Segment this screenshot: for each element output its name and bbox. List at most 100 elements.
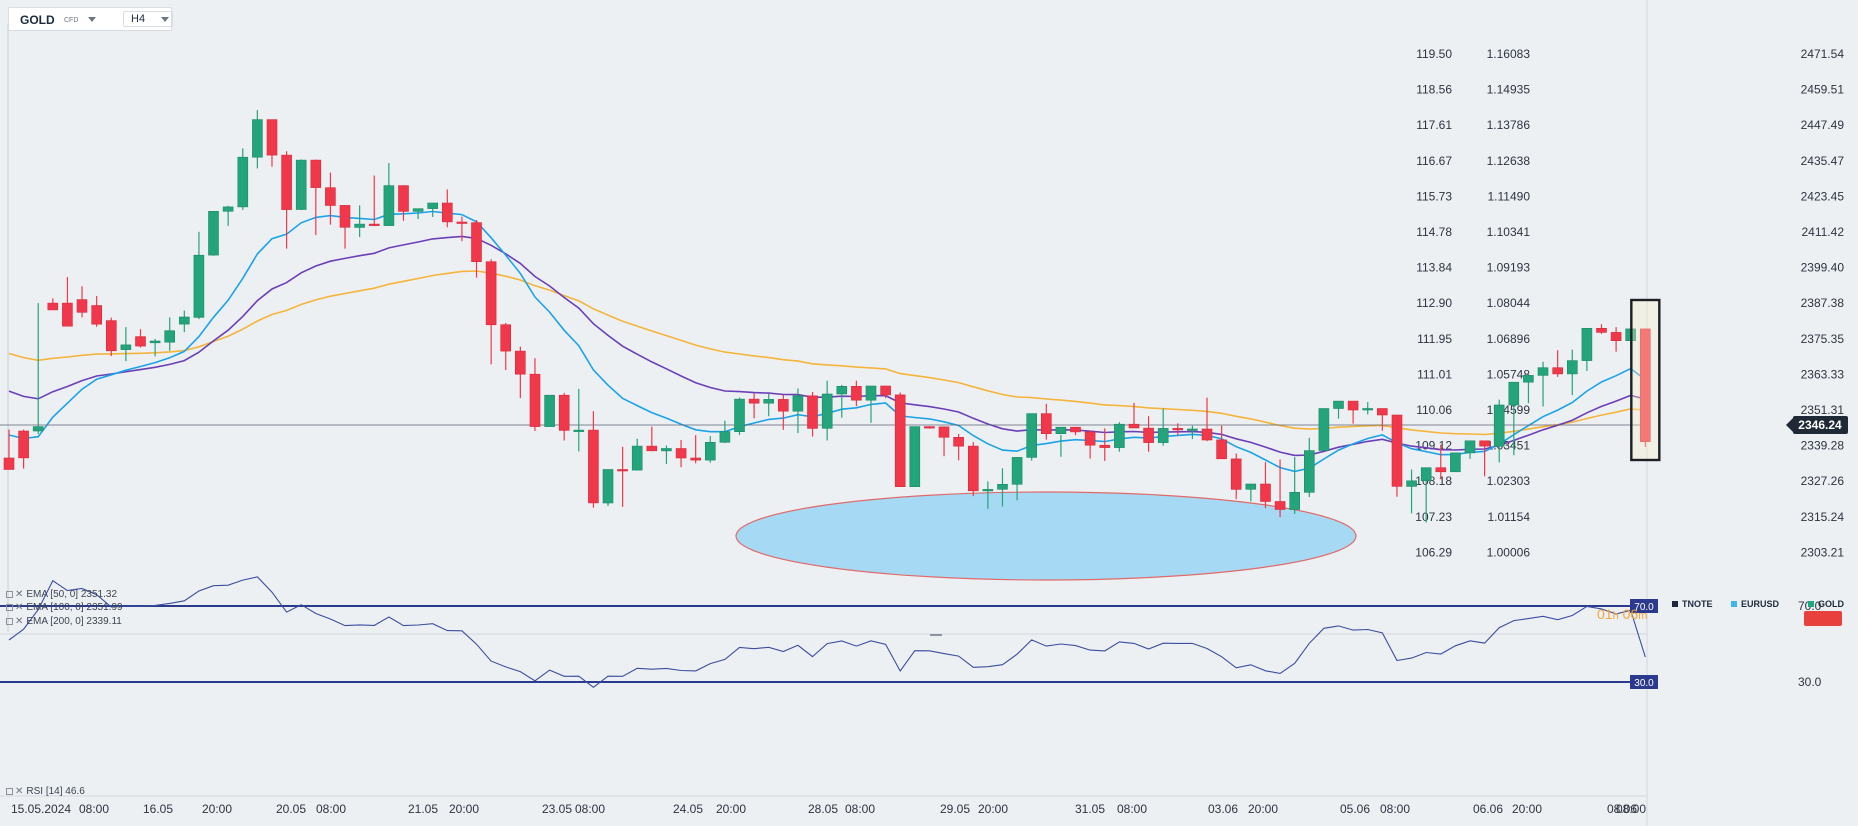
settings-icon[interactable] xyxy=(6,591,13,598)
settings-icon[interactable] xyxy=(6,604,13,611)
ema200-line xyxy=(8,270,1646,436)
candle-body xyxy=(909,426,921,488)
candle-body xyxy=(1333,400,1344,409)
candle-body xyxy=(1581,327,1593,361)
time-axis-label: 20:00 xyxy=(1248,802,1278,816)
candle-body xyxy=(514,350,526,375)
candle-body xyxy=(1479,440,1490,447)
time-axis-label: 15.05.2024 xyxy=(11,802,71,816)
time-axis-label: 16.05 xyxy=(143,802,173,816)
eurusd-axis-label: 1.12638 xyxy=(1487,154,1531,168)
eurusd-axis-label: 1.13786 xyxy=(1487,118,1531,132)
candle-body xyxy=(646,445,658,452)
candle-body xyxy=(1041,413,1052,435)
candle-body xyxy=(339,205,351,228)
indicator-ema100-label: EMA [100, 0] 2351.99 xyxy=(26,602,123,613)
time-axis-label: 23.05 xyxy=(542,802,572,816)
chevron-down-icon[interactable] xyxy=(161,17,169,22)
candle-body xyxy=(821,393,833,429)
gold-axis-label: 2351.31 xyxy=(1801,403,1845,417)
candle-body xyxy=(1450,452,1461,473)
candle-body xyxy=(748,398,760,404)
rsi-level-70-badge-label: 70.0 xyxy=(1634,602,1654,613)
candle-body xyxy=(880,385,891,396)
time-axis-label: 28.05 xyxy=(808,802,838,816)
time-axis-label: 31.05 xyxy=(1075,802,1105,816)
indicator-ema50[interactable]: ✕ EMA [50, 0] 2351.32 xyxy=(6,589,117,600)
candle-body xyxy=(149,340,161,344)
eurusd-axis-label: 1.11490 xyxy=(1488,189,1531,203)
gold-axis-label: 2387.38 xyxy=(1801,296,1845,310)
candle-body xyxy=(281,154,292,210)
candle-body xyxy=(1552,367,1563,375)
candle-body xyxy=(383,185,395,226)
candle-body xyxy=(1114,423,1125,448)
eurusd-axis-label: 1.08044 xyxy=(1487,296,1531,310)
candle-body xyxy=(1377,408,1388,416)
symbol-name: GOLD xyxy=(20,13,55,27)
candle-body xyxy=(967,445,979,492)
time-axis-label: 08:00 xyxy=(845,802,875,816)
candle-body xyxy=(836,385,848,395)
candle-body xyxy=(894,394,906,487)
candle-body xyxy=(106,320,117,352)
close-icon[interactable]: ✕ xyxy=(15,786,24,797)
close-icon[interactable]: ✕ xyxy=(15,589,24,600)
candle-body xyxy=(1099,444,1111,448)
candle-body xyxy=(792,395,804,412)
eurusd-axis-label: 1.05748 xyxy=(1487,367,1531,381)
time-axis-label: 20:00 xyxy=(978,802,1008,816)
candle-body xyxy=(354,223,365,228)
candle-body xyxy=(325,187,336,206)
eurusd-axis-label: 1.04599 xyxy=(1487,403,1531,417)
indicator-rsi-label: RSI [14] 46.6 xyxy=(26,786,85,797)
indicator-ema200[interactable]: ✕ EMA [200, 0] 2339.11 xyxy=(6,616,122,627)
rsi-level-30-badge-label: 30.0 xyxy=(1634,678,1654,689)
countdown-minutes: 06 xyxy=(1622,606,1639,622)
candle-body xyxy=(1084,431,1096,446)
gold-axis-label: 2471.54 xyxy=(1801,47,1845,61)
tnote-axis-label: 116.67 xyxy=(1416,154,1452,168)
candle-body xyxy=(1201,428,1213,441)
tnote-axis-label: 115.73 xyxy=(1416,189,1452,203)
close-icon[interactable]: ✕ xyxy=(15,616,24,627)
indicator-ema50-label: EMA [50, 0] 2351.32 xyxy=(26,589,118,600)
indicator-rsi[interactable]: ✕ RSI [14] 46.6 xyxy=(6,786,85,797)
rsi-level-30-badge xyxy=(1630,675,1658,689)
tnote-axis-label: 107.23 xyxy=(1415,510,1452,524)
candle-body xyxy=(1391,414,1403,487)
candle-body xyxy=(924,426,935,429)
settings-icon[interactable] xyxy=(6,618,13,625)
legend-tnote[interactable]: TNOTE xyxy=(1672,599,1713,609)
candle-body xyxy=(1420,467,1432,482)
eurusd-axis-label: 1.01154 xyxy=(1488,510,1531,524)
eurusd-axis-label: 1.06896 xyxy=(1487,332,1531,346)
countdown-h-unit: h xyxy=(1612,610,1619,622)
candle-body xyxy=(91,305,102,325)
close-icon[interactable]: ✕ xyxy=(15,602,24,613)
chevron-down-icon[interactable] xyxy=(88,17,96,22)
gold-axis-label: 2363.33 xyxy=(1801,367,1845,381)
candle-body xyxy=(777,399,789,412)
legend-gold[interactable]: GOLD xyxy=(1808,599,1844,609)
settings-icon[interactable] xyxy=(6,788,13,795)
candle-body xyxy=(851,385,862,401)
eurusd-axis-label: 1.16083 xyxy=(1487,47,1531,61)
timeframe-select[interactable]: H4 xyxy=(123,11,173,27)
gold-axis-label: 2399.40 xyxy=(1801,261,1845,275)
time-axis-label: 08:00 xyxy=(1117,802,1147,816)
candle-body xyxy=(471,222,482,263)
countdown-hours: 01 xyxy=(1597,606,1613,622)
candle-body xyxy=(1157,428,1169,443)
gold-axis-label: 2411.42 xyxy=(1802,225,1845,239)
symbol-selector[interactable]: GOLD CFD H4 xyxy=(8,7,173,31)
candle-body xyxy=(310,159,322,188)
candles-group xyxy=(3,110,1651,523)
candle-body xyxy=(412,208,424,212)
indicator-ema100[interactable]: ✕ EMA [100, 0] 2351.99 xyxy=(6,602,123,613)
legend-eurusd[interactable]: EURUSD xyxy=(1731,599,1779,609)
time-axis-label: 29.05 xyxy=(940,802,970,816)
candle-body xyxy=(193,254,205,318)
time-axis-label: 24.05 xyxy=(673,802,703,816)
